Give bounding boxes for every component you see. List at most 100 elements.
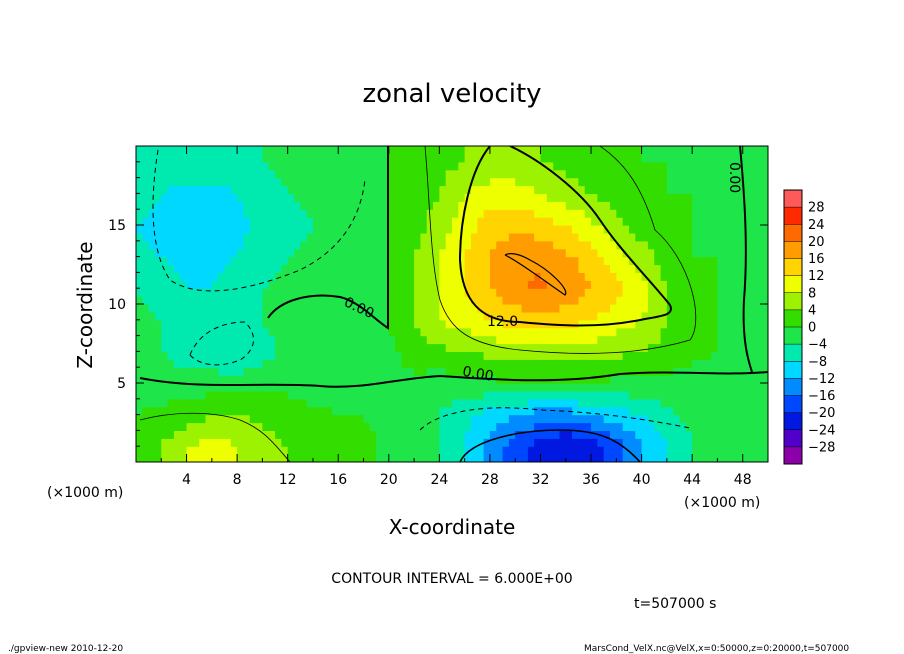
field-cell (534, 248, 542, 258)
field-cell (287, 422, 295, 431)
field-cell (654, 153, 662, 163)
field-cell (426, 169, 434, 179)
field-cell (483, 169, 491, 179)
field-cell (628, 367, 636, 376)
field-cell (287, 406, 295, 416)
field-cell (445, 335, 453, 345)
field-cell (534, 256, 542, 266)
field-cell (584, 438, 592, 447)
field-cell (249, 327, 257, 337)
field-cell (369, 288, 377, 297)
field-cell (628, 335, 636, 345)
field-cell (433, 146, 440, 155)
field-cell (641, 264, 649, 273)
field-cell (647, 335, 655, 345)
field-cell (325, 398, 333, 408)
field-cell (654, 256, 662, 266)
y-axis-label: Z-coordinate (73, 241, 97, 368)
field-cell (401, 146, 409, 155)
field-cell (496, 351, 504, 360)
field-cell (654, 248, 662, 258)
field-cell (445, 169, 453, 179)
field-cell (243, 161, 251, 171)
field-cell (433, 390, 440, 400)
field-cell (173, 390, 181, 400)
colorbar-label: 24 (808, 218, 825, 233)
field-cell (578, 414, 586, 424)
field-cell (565, 359, 573, 368)
field-cell (319, 359, 327, 368)
field-cell (470, 390, 478, 400)
field-cell (673, 296, 681, 305)
field-cell (673, 351, 681, 360)
field-cell (363, 217, 371, 226)
field-cell (287, 359, 295, 368)
field-cell (559, 414, 567, 424)
field-cell (350, 414, 358, 424)
field-cell (527, 438, 535, 447)
field-cell (344, 201, 352, 210)
field-cell (483, 430, 491, 439)
field-cell (401, 414, 409, 424)
field-cell (363, 256, 371, 266)
field-cell (628, 311, 636, 321)
field-cell (616, 327, 624, 337)
field-cell (237, 185, 245, 194)
field-cell (591, 367, 598, 376)
field-cell (173, 311, 181, 321)
field-cell (628, 232, 636, 242)
field-cell (559, 398, 567, 408)
field-cell (401, 201, 409, 210)
field-cell (704, 256, 712, 266)
field-cell (477, 256, 485, 266)
field-cell (660, 161, 668, 171)
field-cell (730, 343, 737, 352)
field-cell (287, 438, 295, 447)
field-cell (439, 335, 447, 345)
field-cell (565, 319, 573, 329)
field-cell (376, 430, 384, 439)
field-cell (281, 454, 289, 462)
field-cell (761, 193, 768, 202)
field-cell (161, 304, 169, 313)
field-cell (369, 232, 377, 242)
field-cell (572, 209, 579, 218)
field-cell (458, 209, 466, 218)
field-cell (452, 153, 459, 163)
field-cell (224, 319, 232, 329)
field-cell (395, 146, 403, 155)
field-cell (452, 209, 459, 218)
field-cell (698, 169, 706, 179)
field-cell (211, 335, 219, 345)
field-cell (673, 177, 681, 187)
field-cell (711, 296, 719, 305)
field-cell (426, 390, 434, 400)
field-cell (559, 343, 567, 352)
field-cell (489, 430, 497, 439)
field-cell (287, 169, 295, 179)
field-cell (704, 343, 712, 352)
field-cell (363, 248, 371, 258)
field-cell (268, 240, 276, 250)
field-cell (148, 311, 156, 321)
field-cell (262, 446, 270, 455)
field-cell (186, 311, 194, 321)
field-cell (521, 319, 529, 329)
field-cell (401, 288, 409, 297)
field-cell (357, 375, 365, 384)
field-cell (749, 414, 756, 424)
field-cell (464, 240, 472, 250)
field-cell (578, 311, 586, 321)
field-cell (439, 430, 447, 439)
field-cell (395, 280, 403, 289)
field-cell (483, 367, 491, 376)
field-cell (717, 359, 725, 368)
field-cell (148, 153, 156, 163)
field-cell (338, 343, 346, 352)
field-cell (685, 430, 693, 439)
field-cell (205, 153, 213, 163)
field-cell (452, 335, 459, 345)
field-cell (521, 161, 529, 171)
field-cell (180, 438, 188, 447)
field-cell (553, 304, 561, 313)
